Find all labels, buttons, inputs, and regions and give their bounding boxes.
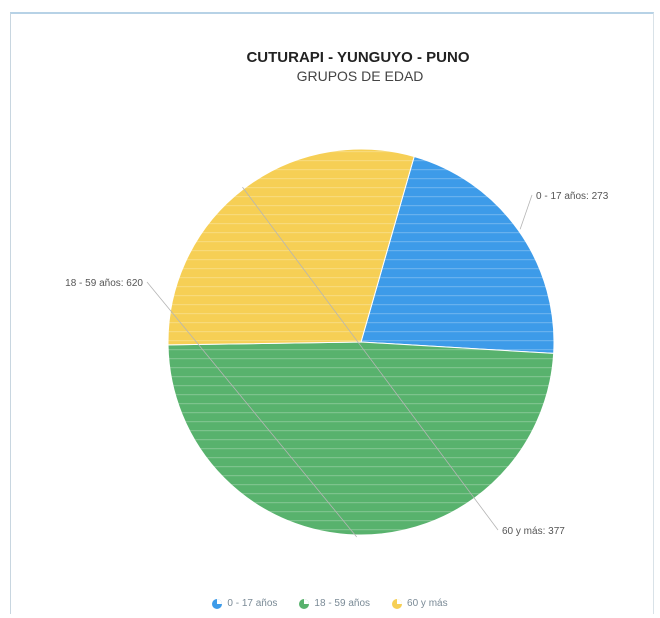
chart-title: CUTURAPI - YUNGUYO - PUNO xyxy=(246,49,469,66)
legend-item-0-17[interactable]: 0 - 17 años xyxy=(212,598,277,609)
legend-item-18-59[interactable]: 18 - 59 años xyxy=(299,598,370,609)
slice-labels: 0 - 17 años: 273 18 - 59 años: 620 60 y má… xyxy=(65,186,609,538)
pie-icon xyxy=(392,598,403,609)
slice-texture xyxy=(361,156,554,354)
slice-texture xyxy=(168,149,415,345)
legend: 0 - 17 años 18 - 59 años 60 y más xyxy=(0,598,660,609)
slice-label: 60 y más: 377 xyxy=(502,526,565,537)
chart-subtitle: GRUPOS DE EDAD xyxy=(297,68,424,84)
label-connector xyxy=(519,194,533,230)
pie-texture xyxy=(168,149,554,535)
pie-icon xyxy=(212,598,223,609)
label-connector xyxy=(146,281,358,538)
slice-label: 0 - 17 años: 273 xyxy=(536,191,609,202)
slice-texture xyxy=(168,342,554,535)
pie-icon xyxy=(299,598,310,609)
legend-item-60-mas[interactable]: 60 y más xyxy=(392,598,448,609)
legend-label: 60 y más xyxy=(407,598,448,609)
legend-label: 18 - 59 años xyxy=(314,598,371,609)
slice-label: 18 - 59 años: 620 xyxy=(65,278,143,289)
label-connector xyxy=(242,186,499,531)
legend-label: 0 - 17 años xyxy=(227,598,278,609)
